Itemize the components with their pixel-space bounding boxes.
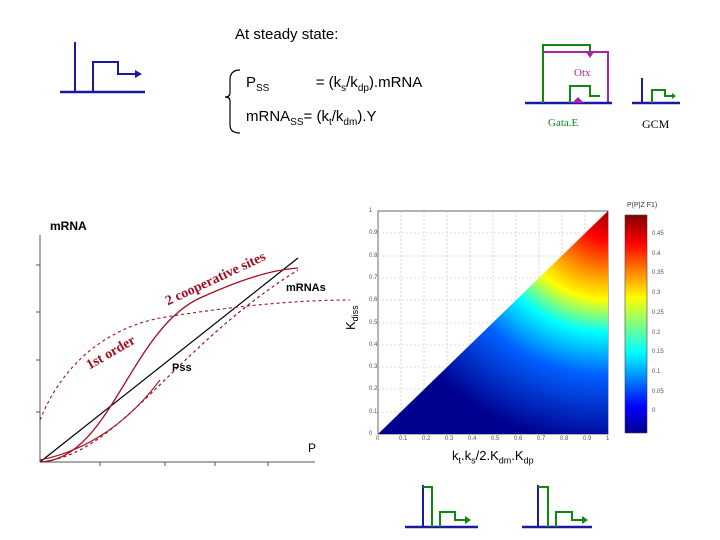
colorbar-tick: 0.3 [652,290,661,297]
bottom-glyph-right [522,485,592,529]
heatmap-xtick: 1 [606,436,610,442]
heatmap-ytick: 0.1 [369,408,378,415]
page-title: At steady state: [235,26,339,43]
heatmap-ytick: 0.7 [369,274,378,281]
gcm-label: GCM [642,117,670,131]
heatmap-xtick: 0.6 [514,436,523,442]
left-plot-ylabel: mRNA [50,219,87,233]
gatae-label: Gata.E [548,117,579,129]
bottom-glyph-left [405,485,478,529]
colorbar-tick: 0.45 [652,231,664,237]
colorbar-tick: 0.2 [652,329,661,336]
heatmap-ytick: 0.8 [369,252,378,259]
left-plot-xlabel: P [308,441,317,455]
heatmap-xtick: 0 [376,436,380,442]
heatmap-ytick: 0.9 [369,230,378,237]
colorbar [624,214,648,434]
heatmap-xtick: 0.1 [399,436,408,442]
heatmap-xtick: 0.8 [560,436,569,442]
colorbar-tick: 0.15 [652,349,664,356]
equation-mrna-ss: mRNASS= (kt/kdm).Y [246,108,377,128]
lower-curve [39,379,161,461]
heatmap-ytick: 0.5 [369,319,378,326]
mrnas-label: mRNAs [286,282,326,294]
first-order-dashed-curve [39,299,351,421]
heatmap-ytick: 0.4 [369,341,378,348]
colorbar-tick: 0.25 [652,309,664,316]
sigmoid-curve [39,267,299,463]
promoter-glyph-topleft [60,42,145,94]
equation-pss: PSS = (ks/kdp).mRNA [246,74,423,94]
heatmap-ytick: 0 [369,431,373,437]
heatmap-xtick: 0.5 [491,436,500,442]
heatmap-ytick: 0.2 [369,386,378,393]
heatmap-xtick: 0.7 [537,436,546,442]
heatmap-ytick: 0.3 [369,364,378,371]
heatmap-xtick: 0.3 [445,436,454,442]
colorbar-tick: 0.4 [652,250,661,257]
gcm-glyph [632,78,680,105]
cooperative-dashed-curve [39,269,299,463]
colorbar-tick: 0.1 [652,368,661,375]
heatmap-xtick: 0.9 [583,436,592,442]
heatmap-ytick: 1 [369,208,373,214]
colorbar-tick: 0.35 [652,270,664,277]
heatmap-xtick: 0.2 [422,436,431,442]
otx-label: Otx [574,67,591,79]
heatmap-xtick: 0.4 [468,436,477,442]
colorbar-tick: 0 [652,408,656,415]
kdiss-label: Kdiss [343,305,360,330]
heatmap-xlabel: kt.ks/2.Kdm.Kdp [452,448,534,466]
colorbar-tick: 0.05 [652,388,664,395]
colorbar-title: P(P|Z F1) [627,202,658,209]
linear-curve [39,257,299,463]
pss-label: Pss [172,362,192,374]
heatmap-ytick: 0.6 [369,297,378,304]
otx-gatae-loop [525,44,612,105]
